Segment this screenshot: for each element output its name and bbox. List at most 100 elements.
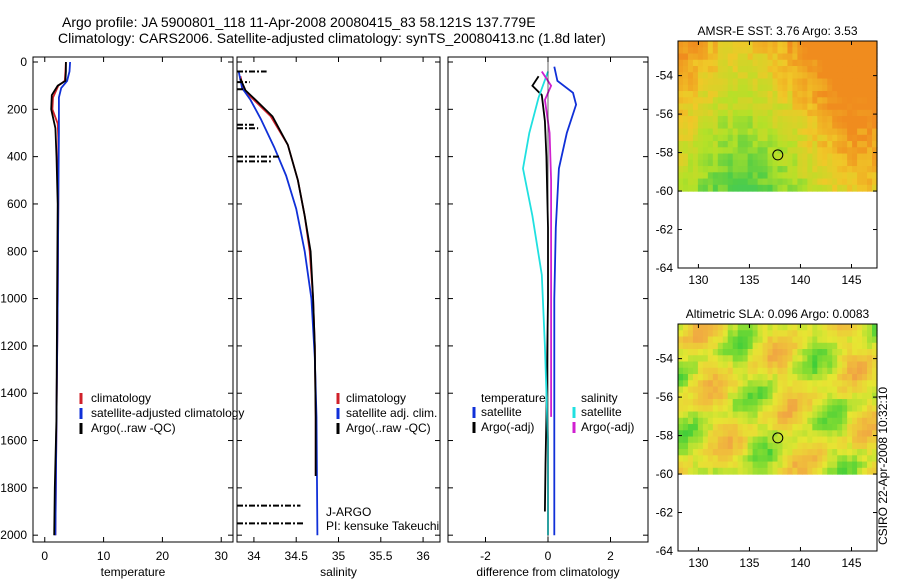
- sla_map-cell: [812, 374, 818, 381]
- sst_map-cell: [717, 53, 724, 61]
- sst_map-cell: [857, 172, 863, 180]
- sla_map-cell: [692, 449, 699, 456]
- sst_map-cell: [747, 41, 754, 48]
- sst_map-cell: [807, 128, 813, 136]
- sst_map-cell: [827, 53, 833, 61]
- sst_map-cell: [857, 153, 863, 161]
- sla_map-cell: [772, 386, 779, 394]
- sst_map-cell: [747, 97, 754, 105]
- sla_map-cell: [847, 330, 853, 338]
- sla_map-cell: [717, 330, 724, 338]
- sla_map-cell: [772, 467, 779, 475]
- sst_map-cell: [842, 147, 848, 155]
- sla_map-cell: [707, 430, 714, 438]
- sla_map-cell: [842, 392, 848, 400]
- sla_map-cell: [842, 467, 848, 475]
- sla_map-cell: [727, 349, 734, 356]
- sst_map-cell: [817, 91, 823, 98]
- sst_map-cell: [857, 103, 863, 111]
- sst_map-cell: [678, 84, 684, 92]
- sst_map-cell: [782, 91, 789, 98]
- sla_map-cell: [752, 361, 759, 369]
- sla_map-cell: [837, 436, 843, 444]
- sst_map-cell: [697, 66, 704, 73]
- sst_map-cell: [787, 91, 794, 98]
- sst_map-cell: [797, 84, 803, 92]
- sla_map-cell: [862, 405, 868, 413]
- sst_map-cell: [707, 159, 714, 167]
- sla_map-cell: [867, 411, 873, 419]
- sla_map-cell: [862, 424, 868, 431]
- sst_map-cell: [687, 153, 694, 161]
- sla_map-cell: [847, 455, 853, 463]
- sla_map-cell: [687, 355, 694, 363]
- sla_map-cell: [678, 336, 684, 344]
- sla_map-cell: [852, 455, 858, 463]
- sst_map-cell: [797, 103, 803, 111]
- sst_map-cell: [752, 178, 759, 186]
- temperature-legend-label: Argo(..raw -QC): [91, 421, 176, 435]
- sst_map-cell: [732, 153, 739, 161]
- sst_map-y-tick-label: -64: [656, 261, 674, 275]
- sla_map-cell: [822, 386, 828, 394]
- sla_map-cell: [727, 367, 734, 375]
- sla_map-cell: [782, 324, 789, 331]
- sla_map-cell: [767, 367, 774, 375]
- sla_map-cell: [742, 361, 749, 369]
- sla_map-cell: [807, 411, 813, 419]
- sst_map-cell: [812, 128, 818, 136]
- sla_map-cell: [842, 417, 848, 425]
- sst_map-cell: [872, 166, 878, 173]
- sla_map-cell: [717, 399, 724, 406]
- sla_map-cell: [772, 380, 779, 388]
- sst_map-cell: [837, 103, 843, 111]
- sla_map-cell: [678, 399, 684, 406]
- sla_map-cell: [817, 355, 823, 363]
- sla_map-cell: [807, 342, 813, 350]
- sla_map-cell: [722, 324, 729, 331]
- sla_map-cell: [732, 399, 739, 406]
- sla_map-cell: [722, 392, 729, 400]
- temperature-y-tick-label: 2000: [0, 528, 27, 542]
- sla_map-cell: [797, 467, 803, 475]
- sst_map-cell: [742, 166, 749, 173]
- sla_map-cell: [737, 386, 744, 394]
- sla_map-cell: [697, 367, 704, 375]
- sla_map-cell: [737, 467, 744, 475]
- sla_map-cell: [802, 455, 808, 463]
- sla_map-cell: [737, 417, 744, 425]
- sla_map-cell: [867, 386, 873, 394]
- sla_map-cell: [687, 336, 694, 344]
- sst_map-cell: [797, 66, 803, 73]
- sst_map-cell: [777, 41, 784, 48]
- sst_map-cell: [787, 72, 794, 80]
- sla_map-cell: [817, 442, 823, 450]
- sst_map-cell: [762, 59, 769, 67]
- difference-x-tick-label: 2: [607, 549, 614, 563]
- sst_map-cell: [837, 159, 843, 167]
- sla_map-cell: [682, 392, 689, 400]
- sst_map-cell: [832, 153, 838, 161]
- sla_map-cell: [802, 461, 808, 469]
- sst_map-cell: [792, 159, 798, 167]
- sst_map-cell: [842, 72, 848, 80]
- sla_map-cell: [837, 361, 843, 369]
- sla_map-cell: [842, 374, 848, 381]
- sla_map-cell: [797, 461, 803, 469]
- sla_map-cell: [682, 411, 689, 419]
- sla_map-cell: [832, 392, 838, 400]
- sst_map-cell: [692, 147, 699, 155]
- sst_map-cell: [857, 134, 863, 142]
- sst_map-cell: [767, 159, 774, 167]
- sla_map-cell: [852, 436, 858, 444]
- sla_map-cell: [727, 336, 734, 344]
- sla_map-cell: [737, 342, 744, 350]
- sla_map-cell: [682, 442, 689, 450]
- sla_map-cell: [772, 399, 779, 406]
- difference-legend-title: temperature: [481, 391, 546, 405]
- sst_map-cell: [847, 141, 853, 148]
- sla_map-cell: [752, 386, 759, 394]
- sla_map-cell: [722, 374, 729, 381]
- sst_map-cell: [777, 78, 784, 86]
- sla_map-cell: [772, 355, 779, 363]
